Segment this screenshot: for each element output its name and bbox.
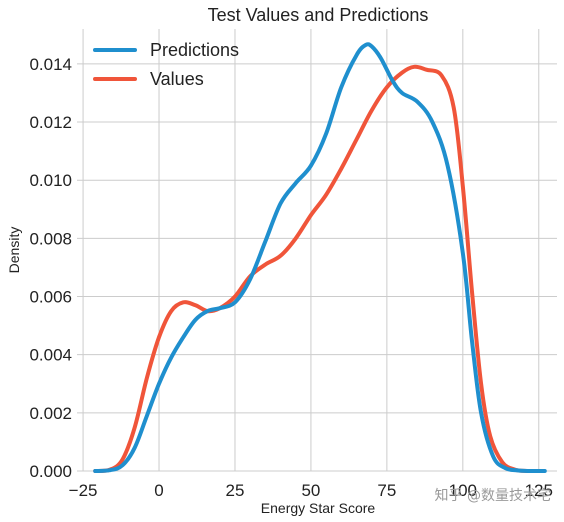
y-axis-ticks: 0.000 0.002 0.004 0.006 0.008 0.010 0.012 0.014 xyxy=(29,55,72,481)
x-tick-label: 0 xyxy=(154,481,163,500)
y-tick-label: 0.008 xyxy=(29,229,72,248)
x-tick-label: 75 xyxy=(377,481,396,500)
series-line-predictions xyxy=(93,42,547,474)
y-axis-label: Density xyxy=(6,227,22,274)
legend: Predictions Values xyxy=(93,40,239,89)
chart-title: Test Values and Predictions xyxy=(208,5,429,25)
series-lines xyxy=(93,42,547,474)
series-line-values xyxy=(93,64,529,473)
watermark: 知乎 @数量技术宅 xyxy=(435,487,551,504)
y-tick-label: 0.002 xyxy=(29,404,72,423)
y-tick-label: 0.000 xyxy=(29,462,72,481)
y-tick-label: 0.010 xyxy=(29,171,72,190)
x-tick-label: 125 xyxy=(525,481,553,500)
x-tick-label: −25 xyxy=(69,481,98,500)
x-tick-label: 50 xyxy=(301,481,320,500)
x-axis-ticks: −25 0 25 50 75 100 125 xyxy=(69,481,553,500)
y-tick-label: 0.006 xyxy=(29,288,72,307)
legend-label-values: Values xyxy=(150,69,204,89)
x-axis-label: Energy Star Score xyxy=(261,500,376,516)
x-tick-label: 25 xyxy=(226,481,245,500)
y-tick-label: 0.012 xyxy=(29,113,72,132)
y-tick-label: 0.014 xyxy=(29,55,72,74)
x-tick-label: 100 xyxy=(449,481,477,500)
legend-label-predictions: Predictions xyxy=(150,40,239,60)
y-tick-label: 0.004 xyxy=(29,346,72,365)
